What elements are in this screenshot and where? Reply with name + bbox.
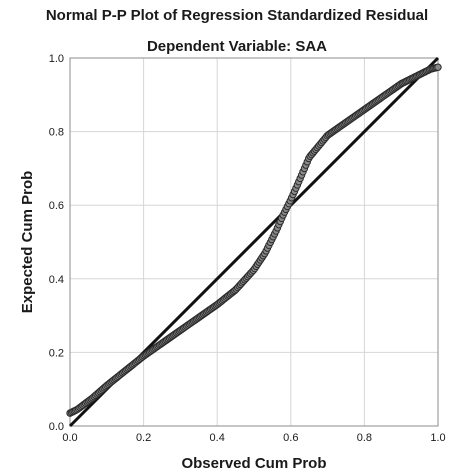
- x-tick-label: 0.8: [357, 432, 372, 444]
- y-axis-label: Expected Cum Prob: [19, 171, 36, 314]
- y-tick-label: 0.4: [49, 274, 64, 286]
- y-tick-label: 0.2: [49, 347, 64, 359]
- x-tick-label: 0.2: [136, 432, 151, 444]
- chart-title: Normal P-P Plot of Regression Standardiz…: [46, 7, 428, 24]
- data-points: [66, 63, 442, 417]
- tick-labels: 0.0 0.2 0.4 0.6 0.8 1.0 0.0 0.2 0.4 0.6 0.8 1.0: [49, 53, 446, 444]
- y-tick-label: 0.8: [49, 127, 64, 139]
- data-point: [434, 63, 442, 71]
- x-tick-label: 0.6: [283, 432, 298, 444]
- x-tick-label: 0.0: [62, 432, 77, 444]
- y-tick-label: 0.6: [49, 200, 64, 212]
- chart-subtitle: Dependent Variable: SAA: [147, 38, 327, 55]
- plot-frame: [69, 57, 439, 427]
- x-axis-label: Observed Cum Prob: [181, 455, 326, 472]
- x-tick-label: 0.4: [210, 432, 225, 444]
- x-tick-label: 1.0: [430, 432, 445, 444]
- y-tick-label: 1.0: [49, 53, 64, 65]
- y-tick-label: 0.0: [49, 421, 64, 433]
